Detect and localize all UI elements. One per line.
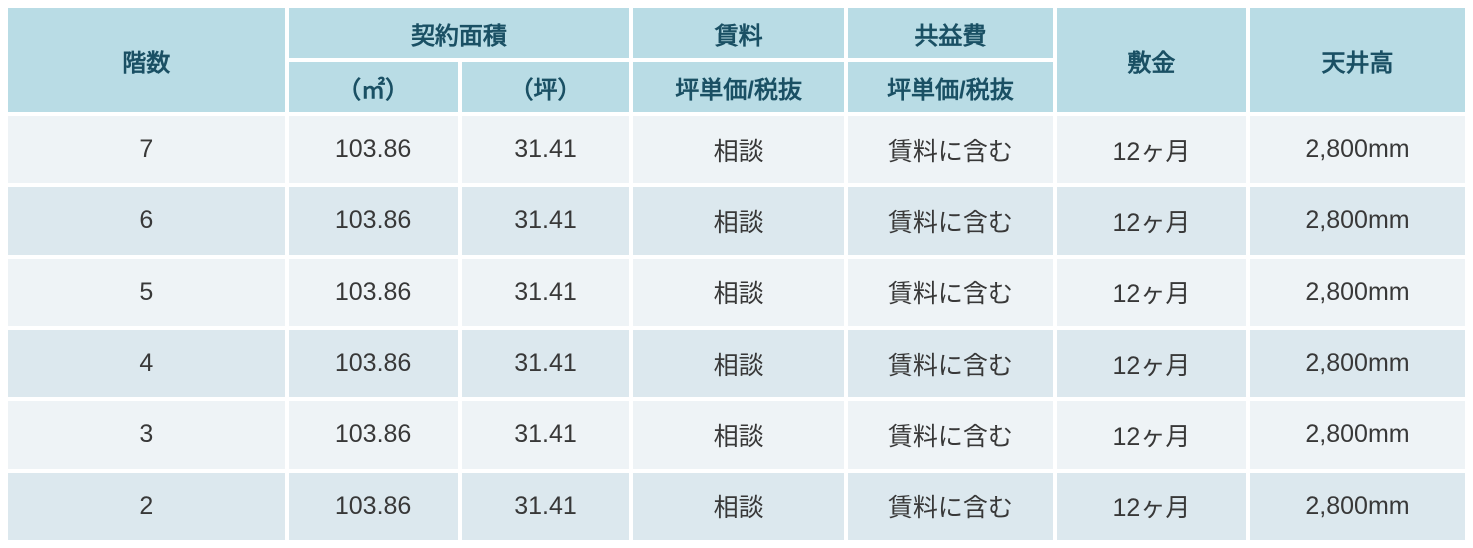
cell-deposit: 12ヶ月: [1056, 116, 1246, 184]
cell-common-fee: 賃料に含む: [847, 187, 1053, 255]
cell-deposit: 12ヶ月: [1056, 472, 1246, 540]
floor-rent-table: 階数 契約面積 賃料 共益費 敷金 天井高 （㎡） （坪） 坪単価/税抜 坪単価…: [4, 4, 1469, 544]
table-row: 7 103.86 31.41 相談 賃料に含む 12ヶ月 2,800mm: [8, 116, 1465, 184]
cell-area-tsubo: 31.41: [461, 472, 630, 540]
cell-floor: 5: [8, 258, 285, 326]
cell-floor: 4: [8, 329, 285, 398]
header-area-tsubo-unit: （坪）: [461, 62, 630, 112]
cell-area-tsubo: 31.41: [461, 187, 630, 255]
cell-ceiling: 2,800mm: [1250, 472, 1465, 540]
cell-area-m2: 103.86: [288, 258, 458, 326]
cell-ceiling: 2,800mm: [1250, 116, 1465, 184]
header-area-m2-unit: （㎡）: [288, 62, 458, 112]
cell-deposit: 12ヶ月: [1056, 329, 1246, 398]
table-row: 2 103.86 31.41 相談 賃料に含む 12ヶ月 2,800mm: [8, 472, 1465, 540]
cell-area-tsubo: 31.41: [461, 258, 630, 326]
header-deposit: 敷金: [1056, 8, 1246, 112]
cell-common-fee: 賃料に含む: [847, 329, 1053, 398]
table-row: 4 103.86 31.41 相談 賃料に含む 12ヶ月 2,800mm: [8, 329, 1465, 398]
cell-area-m2: 103.86: [288, 116, 458, 184]
cell-floor: 6: [8, 187, 285, 255]
cell-area-tsubo: 31.41: [461, 329, 630, 398]
cell-common-fee: 賃料に含む: [847, 401, 1053, 469]
header-ceiling-height: 天井高: [1250, 8, 1465, 112]
table-row: 6 103.86 31.41 相談 賃料に含む 12ヶ月 2,800mm: [8, 187, 1465, 255]
cell-rent: 相談: [633, 472, 844, 540]
cell-area-tsubo: 31.41: [461, 116, 630, 184]
cell-area-m2: 103.86: [288, 401, 458, 469]
header-common-fee-sub: 坪単価/税抜: [847, 62, 1053, 112]
cell-ceiling: 2,800mm: [1250, 329, 1465, 398]
header-rent-sub: 坪単価/税抜: [633, 62, 844, 112]
header-row-top: 階数 契約面積 賃料 共益費 敷金 天井高: [8, 8, 1465, 112]
cell-rent: 相談: [633, 116, 844, 184]
header-rent: 賃料: [633, 8, 844, 58]
cell-floor: 7: [8, 116, 285, 184]
header-row-sub: （㎡） （坪） 坪単価/税抜 坪単価/税抜: [8, 62, 1465, 112]
cell-area-tsubo: 31.41: [461, 401, 630, 469]
cell-common-fee: 賃料に含む: [847, 116, 1053, 184]
table-body: 7 103.86 31.41 相談 賃料に含む 12ヶ月 2,800mm 6 1…: [8, 116, 1465, 540]
cell-area-m2: 103.86: [288, 472, 458, 540]
cell-common-fee: 賃料に含む: [847, 472, 1053, 540]
cell-rent: 相談: [633, 187, 844, 255]
cell-ceiling: 2,800mm: [1250, 401, 1465, 469]
cell-rent: 相談: [633, 258, 844, 326]
cell-ceiling: 2,800mm: [1250, 258, 1465, 326]
cell-deposit: 12ヶ月: [1056, 401, 1246, 469]
cell-area-m2: 103.86: [288, 329, 458, 398]
table-row: 3 103.86 31.41 相談 賃料に含む 12ヶ月 2,800mm: [8, 401, 1465, 469]
header-contract-area: 契約面積: [288, 8, 630, 58]
cell-floor: 3: [8, 401, 285, 469]
cell-floor: 2: [8, 472, 285, 540]
table-row: 5 103.86 31.41 相談 賃料に含む 12ヶ月 2,800mm: [8, 258, 1465, 326]
cell-rent: 相談: [633, 329, 844, 398]
cell-deposit: 12ヶ月: [1056, 187, 1246, 255]
cell-rent: 相談: [633, 401, 844, 469]
cell-ceiling: 2,800mm: [1250, 187, 1465, 255]
header-common-fee: 共益費: [847, 8, 1053, 58]
cell-area-m2: 103.86: [288, 187, 458, 255]
cell-deposit: 12ヶ月: [1056, 258, 1246, 326]
cell-common-fee: 賃料に含む: [847, 258, 1053, 326]
header-floor: 階数: [8, 8, 285, 112]
table-header: 階数 契約面積 賃料 共益費 敷金 天井高 （㎡） （坪） 坪単価/税抜 坪単価…: [8, 8, 1465, 112]
